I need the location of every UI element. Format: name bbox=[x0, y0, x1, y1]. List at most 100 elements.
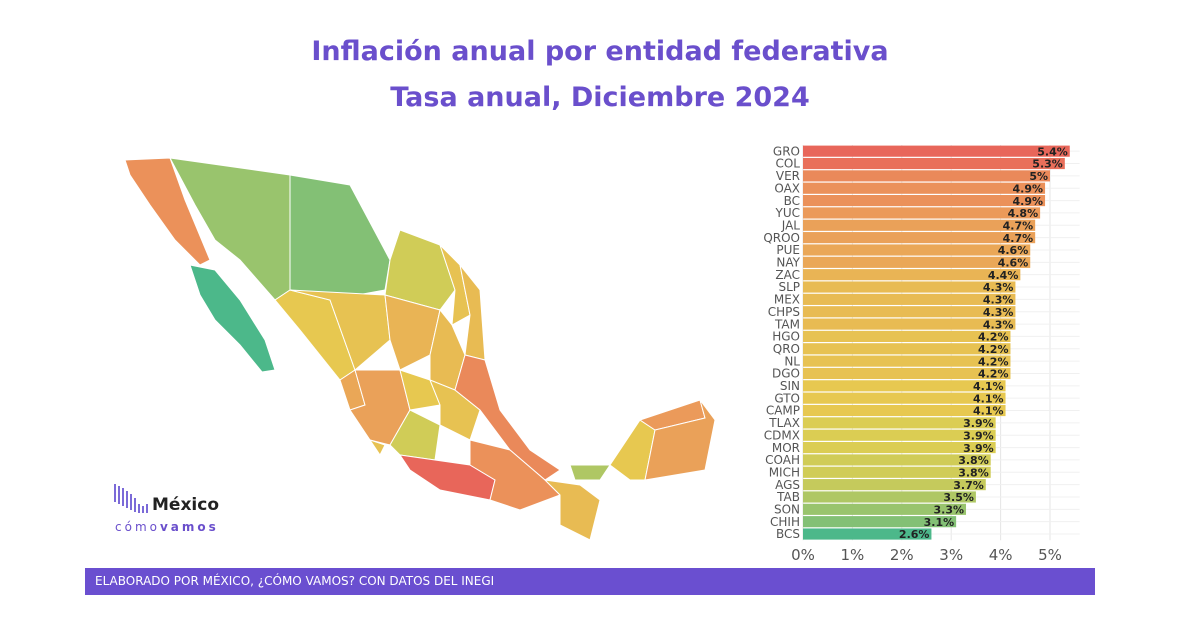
category-label: COL bbox=[775, 157, 800, 171]
category-label: DGO bbox=[772, 367, 800, 381]
map-state-ZAC bbox=[384, 294, 441, 371]
bar-BCS bbox=[803, 528, 932, 540]
bar-MICH bbox=[803, 466, 991, 478]
bar-GTO bbox=[803, 392, 1006, 404]
category-label: GTO bbox=[774, 391, 800, 405]
category-label: NAY bbox=[776, 256, 800, 270]
value-label: 4.3% bbox=[983, 281, 1014, 294]
category-label: OAX bbox=[774, 181, 800, 195]
bar-SLP bbox=[803, 281, 1016, 293]
category-label: TAM bbox=[774, 317, 800, 331]
category-label: AGS bbox=[775, 478, 800, 492]
bar-JAL bbox=[803, 219, 1036, 231]
bar-SIN bbox=[803, 380, 1006, 392]
category-label: GRO bbox=[773, 144, 800, 158]
category-label: CAMP bbox=[766, 404, 800, 418]
map-state-COL bbox=[368, 439, 386, 456]
logo-sub-bold: vamos bbox=[159, 520, 219, 534]
value-label: 4.7% bbox=[1003, 232, 1034, 245]
map-state-VER bbox=[454, 354, 561, 481]
category-label: PUE bbox=[776, 243, 800, 257]
bar-GRO bbox=[803, 145, 1070, 157]
value-label: 3.1% bbox=[924, 516, 955, 529]
value-label: 4.6% bbox=[998, 257, 1029, 270]
map-state-OAX bbox=[469, 439, 561, 511]
map-state-QROO bbox=[644, 399, 716, 481]
x-tick-label: 3% bbox=[939, 546, 963, 564]
category-label: SLP bbox=[778, 280, 800, 294]
category-label: MICH bbox=[769, 465, 800, 479]
category-label: QRO bbox=[773, 342, 800, 356]
value-label: 5.4% bbox=[1037, 145, 1068, 158]
map-state-NL bbox=[439, 244, 471, 326]
category-label: QROO bbox=[763, 231, 800, 245]
bar-OAX bbox=[803, 182, 1046, 194]
category-label: MEX bbox=[774, 293, 800, 307]
category-label: YUC bbox=[775, 206, 801, 220]
bar-QRO bbox=[803, 343, 1011, 355]
bar-QROO bbox=[803, 232, 1036, 244]
category-label: CHPS bbox=[768, 305, 800, 319]
bar-TLAX bbox=[803, 417, 996, 429]
value-label: 4.3% bbox=[983, 294, 1014, 307]
value-label: 4.4% bbox=[988, 269, 1019, 282]
value-label: 3.8% bbox=[958, 454, 989, 467]
bar-CAMP bbox=[803, 404, 1006, 417]
bar-COL bbox=[803, 157, 1065, 170]
bar-ZAC bbox=[803, 269, 1021, 281]
bar-NL bbox=[803, 355, 1011, 367]
category-label: COAH bbox=[765, 453, 800, 467]
value-label: 4.3% bbox=[983, 318, 1014, 331]
category-label: SIN bbox=[780, 379, 800, 393]
x-tick-label: 2% bbox=[890, 546, 914, 564]
value-label: 4.2% bbox=[978, 331, 1009, 344]
chart-title: Inflación anual por entidad federativa bbox=[311, 36, 889, 67]
bar-NAY bbox=[803, 256, 1031, 268]
bar-COAH bbox=[803, 454, 991, 466]
x-tick-label: 0% bbox=[791, 546, 815, 564]
value-label: 4.1% bbox=[973, 380, 1004, 393]
mexico-choropleth-map bbox=[124, 157, 716, 541]
bar-MOR bbox=[803, 442, 996, 454]
value-label: 4.1% bbox=[973, 405, 1004, 418]
value-label: 4.2% bbox=[978, 368, 1009, 381]
map-state-CHIH bbox=[289, 174, 391, 301]
value-label: 4.9% bbox=[1013, 182, 1044, 195]
logo-word: México bbox=[152, 495, 219, 515]
value-label: 4.2% bbox=[978, 343, 1009, 356]
bar-AGS bbox=[803, 479, 986, 491]
category-label: TAB bbox=[776, 490, 800, 504]
bar-PUE bbox=[803, 244, 1031, 256]
map-state-MICH bbox=[389, 409, 441, 461]
bar-SON bbox=[803, 503, 967, 515]
source-footer: ELABORADO POR MÉXICO, ¿CÓMO VAMOS? CON D… bbox=[85, 568, 1095, 595]
bar-DGO bbox=[803, 367, 1011, 380]
value-label: 3.3% bbox=[934, 504, 965, 517]
value-label: 4.3% bbox=[983, 306, 1014, 319]
value-label: 3.8% bbox=[958, 466, 989, 479]
chart-subtitle: Tasa anual, Diciembre 2024 bbox=[390, 82, 810, 113]
bar-TAB bbox=[803, 491, 976, 503]
value-label: 4.7% bbox=[1003, 219, 1034, 232]
category-label: TLAX bbox=[768, 416, 800, 430]
category-label: CDMX bbox=[764, 428, 800, 442]
bar-CHPS bbox=[803, 306, 1016, 318]
bar-CDMX bbox=[803, 429, 996, 441]
value-label: 2.6% bbox=[899, 528, 930, 541]
bar-chart: 0% 1% 2% 3% 4% 5% GRO 5.4% COL 5.3% VER 5% OAX 4.9% BC… bbox=[763, 144, 1080, 564]
logo-sub-light: cómo bbox=[115, 520, 160, 534]
value-label: 4.6% bbox=[998, 244, 1029, 257]
mexico-como-vamos-logo: México cómovamos bbox=[112, 482, 252, 542]
category-label: VER bbox=[776, 169, 800, 183]
category-label: CHIH bbox=[770, 515, 800, 529]
value-label: 3.5% bbox=[943, 491, 974, 504]
bar-BC bbox=[803, 195, 1046, 207]
bar-HGO bbox=[803, 330, 1011, 342]
category-label: BCS bbox=[776, 527, 800, 541]
x-tick-label: 4% bbox=[989, 546, 1013, 564]
logo-subtitle: cómovamos bbox=[115, 520, 219, 534]
category-label: NL bbox=[784, 354, 800, 368]
value-label: 3.9% bbox=[963, 429, 994, 442]
map-state-DGO bbox=[289, 289, 391, 371]
